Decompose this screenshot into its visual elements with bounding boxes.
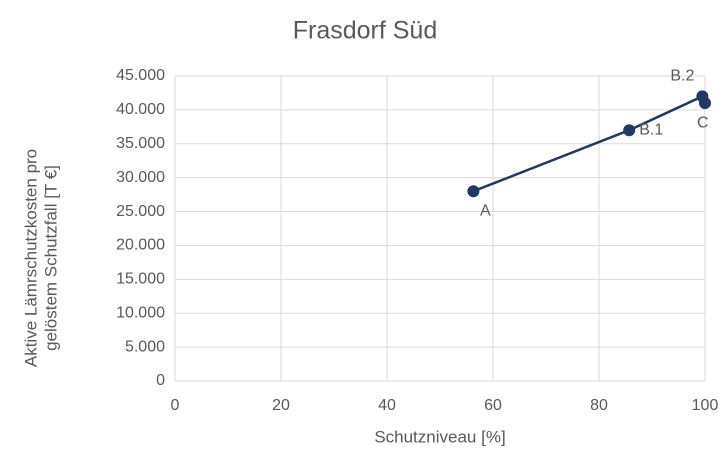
point (623, 124, 636, 137)
point-label: B.2 (670, 68, 694, 85)
x-tick-label: 20 (272, 397, 290, 414)
y-tick-label: 25.000 (116, 203, 165, 220)
x-tick-label: 80 (590, 397, 608, 414)
y-axis-label: Aktive Lämrschutzkosten pro gelöstem Sch… (21, 149, 60, 367)
x-tick-label: 100 (692, 397, 719, 414)
x-tick-label: 40 (378, 397, 396, 414)
point-label: A (480, 202, 491, 219)
x-tick-label: 0 (171, 397, 180, 414)
y-tick-label: 10.000 (116, 304, 165, 321)
y-tick-label: 5.000 (125, 338, 165, 355)
y-tick-label: 0 (156, 372, 165, 389)
y-tick-label: 45.000 (116, 67, 165, 84)
point (467, 185, 480, 198)
chart-title: Frasdorf Süd (293, 17, 438, 45)
point-label: C (697, 114, 709, 131)
y-tick-label: 20.000 (116, 237, 165, 254)
point (699, 97, 711, 110)
point-label: B.1 (639, 121, 663, 138)
x-tick-label: 60 (484, 397, 502, 414)
y-tick-label: 40.000 (116, 101, 165, 118)
y-axis-label-line: Aktive Lämrschutzkosten pro (21, 149, 40, 367)
x-axis-label: Schutzniveau [%] (374, 427, 505, 446)
y-tick-label: 35.000 (116, 135, 165, 152)
y-tick-label: 30.000 (116, 169, 165, 186)
y-axis-label-line: gelöstem Schutzfall [T €] (41, 165, 60, 351)
y-tick-label: 15.000 (116, 271, 165, 288)
